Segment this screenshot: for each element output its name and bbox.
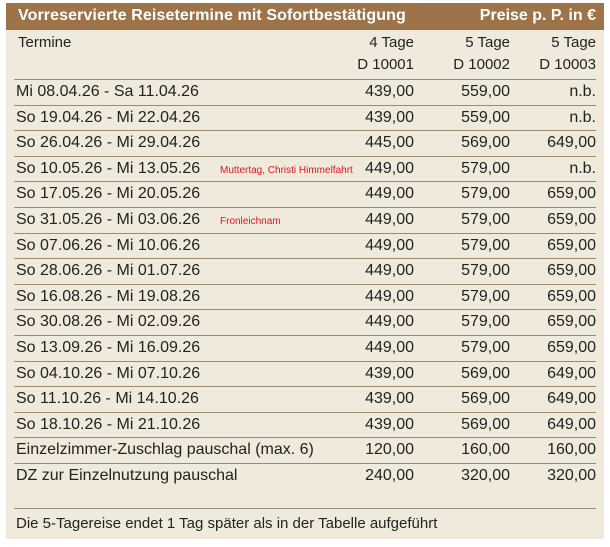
price-5-tage-d10003: 320,00 (547, 467, 596, 484)
price-5-tage-d10003: 659,00 (547, 236, 596, 254)
row-date: So 26.04.26 - Mi 29.04.26 (16, 134, 201, 152)
price-5-tage-d10002: 559,00 (461, 108, 510, 126)
price-4-tage-d10001: 449,00 (365, 287, 414, 305)
table-footer: Die 5-Tagereise endet 1 Tag später als i… (14, 508, 596, 537)
header-col1-code: D 10001 (357, 56, 414, 73)
price-5-tage-d10002: 579,00 (461, 339, 510, 356)
price-5-tage-d10003: 659,00 (547, 287, 596, 305)
row-date: So 16.08.26 - Mi 19.08.26 (16, 287, 201, 305)
price-5-tage-d10002: 569,00 (461, 390, 510, 408)
price-5-tage-d10002: 579,00 (461, 185, 510, 203)
price-note: Preise p. P. in € (479, 7, 596, 24)
row-date: So 19.04.26 - Mi 22.04.26 (16, 108, 201, 126)
header-col1-days: 4 Tage (369, 34, 414, 51)
price-4-tage-d10001: 439,00 (365, 108, 414, 126)
price-4-tage-d10001: 449,00 (365, 236, 414, 254)
price-5-tage-d10002: 579,00 (461, 236, 510, 254)
price-5-tage-d10003: 659,00 (547, 211, 596, 228)
table-row: So 17.05.26 - Mi 20.05.26 449,00 579,00 659… (14, 181, 596, 207)
row-note: Muttertag, Christi Himmelfahrt (220, 164, 353, 176)
header-col2-code: D 10002 (453, 56, 510, 73)
footer-note: Die 5-Tagereise endet 1 Tag später als i… (16, 515, 438, 532)
table-row: DZ zur Einzelnutzung pauschal 240,00 320,0… (14, 463, 596, 489)
row-date: DZ zur Einzelnutzung pauschal (16, 467, 238, 484)
table-row: So 04.10.26 - Mi 07.10.26 439,00 569,00 649… (14, 360, 596, 387)
header-termine: Termine (18, 34, 72, 51)
table-row: So 26.04.26 - Mi 29.04.26 445,00 569,00 649… (14, 130, 596, 156)
price-5-tage-d10002: 569,00 (461, 364, 510, 382)
table-row: So 28.06.26 - Mi 01.07.26 449,00 579,00 659… (14, 258, 596, 284)
table-row: Einzelzimmer-Zuschlag pauschal (max. 6) 1… (14, 437, 596, 463)
price-5-tage-d10002: 160,00 (461, 441, 510, 459)
header-col3-days: 5 Tage (551, 34, 596, 51)
price-5-tage-d10003: n.b. (569, 159, 596, 177)
row-date: So 30.08.26 - Mi 02.09.26 (16, 313, 201, 331)
row-date: So 10.05.26 - Mi 13.05.26 (16, 159, 201, 177)
table-row: So 16.08.26 - Mi 19.08.26 449,00 579,00 659… (14, 283, 596, 310)
row-date: Einzelzimmer-Zuschlag pauschal (max. 6) (16, 441, 314, 459)
price-5-tage-d10002: 579,00 (461, 159, 510, 177)
price-4-tage-d10001: 439,00 (365, 390, 414, 408)
header-col3-code: D 10003 (539, 56, 596, 73)
table-row: So 30.08.26 - Mi 02.09.26 449,00 579,00 659… (14, 309, 596, 335)
price-4-tage-d10001: 449,00 (365, 185, 414, 203)
price-4-tage-d10001: 449,00 (365, 339, 414, 356)
row-date: So 11.10.26 - Mi 14.10.26 (16, 390, 199, 408)
row-note: Fronleichnam (220, 216, 281, 227)
table-row: So 18.10.26 - Mi 21.10.26 439,00 569,00 649… (14, 411, 596, 438)
price-4-tage-d10001: 240,00 (365, 467, 414, 484)
price-5-tage-d10003: 659,00 (547, 185, 596, 203)
price-4-tage-d10001: 439,00 (365, 415, 414, 433)
table-title: Vorreservierte Reisetermine mit Sofortbe… (18, 7, 406, 24)
price-4-tage-d10001: 449,00 (365, 211, 414, 228)
table-row: So 13.09.26 - Mi 16.09.26 449,00 579,00 659… (14, 335, 596, 361)
price-5-tage-d10003: 649,00 (547, 390, 596, 408)
price-5-tage-d10002: 579,00 (461, 211, 510, 228)
price-5-tage-d10002: 559,00 (461, 83, 510, 100)
price-5-tage-d10003: 649,00 (547, 364, 596, 382)
price-5-tage-d10003: 649,00 (547, 134, 596, 152)
price-4-tage-d10001: 445,00 (365, 134, 414, 152)
price-5-tage-d10002: 569,00 (461, 415, 510, 433)
row-date: So 17.05.26 - Mi 20.05.26 (16, 185, 201, 203)
row-date: So 04.10.26 - Mi 07.10.26 (16, 364, 201, 382)
price-4-tage-d10001: 439,00 (365, 364, 414, 382)
header-col2-days: 5 Tage (465, 34, 510, 51)
price-5-tage-d10003: 649,00 (547, 415, 596, 433)
table-row: So 10.05.26 - Mi 13.05.26 Muttertag, Chri… (14, 155, 596, 182)
table-row: So 11.10.26 - Mi 14.10.26 439,00 569,00 649… (14, 386, 596, 412)
price-5-tage-d10002: 569,00 (461, 134, 510, 152)
price-5-tage-d10002: 579,00 (461, 262, 510, 280)
price-4-tage-d10001: 449,00 (365, 159, 414, 177)
price-4-tage-d10001: 449,00 (365, 262, 414, 280)
price-5-tage-d10003: n.b. (569, 108, 596, 126)
table-row: So 31.05.26 - Mi 03.06.26 Fronleichnam 449… (14, 207, 596, 233)
table-row: So 19.04.26 - Mi 22.04.26 439,00 559,00 n.b… (14, 104, 596, 131)
price-5-tage-d10002: 320,00 (461, 467, 510, 484)
price-5-tage-d10003: 659,00 (547, 313, 596, 331)
table-row: So 07.06.26 - Mi 10.06.26 449,00 579,00 659… (14, 232, 596, 259)
table-row: Mi 08.04.26 - Sa 11.04.26 439,00 559,00 n.b… (14, 79, 596, 105)
row-date: So 18.10.26 - Mi 21.10.26 (16, 415, 201, 433)
price-5-tage-d10003: 659,00 (547, 339, 596, 356)
row-date: So 28.06.26 - Mi 01.07.26 (16, 262, 201, 280)
price-5-tage-d10002: 579,00 (461, 313, 510, 331)
price-4-tage-d10001: 439,00 (365, 83, 414, 100)
price-4-tage-d10001: 449,00 (365, 313, 414, 331)
row-date: So 07.06.26 - Mi 10.06.26 (16, 236, 201, 254)
price-5-tage-d10003: 160,00 (547, 441, 596, 459)
price-5-tage-d10003: n.b. (569, 83, 596, 100)
price-5-tage-d10002: 579,00 (461, 287, 510, 305)
price-4-tage-d10001: 120,00 (365, 441, 414, 459)
row-date: So 31.05.26 - Mi 03.06.26 (16, 211, 201, 228)
title-bar: Vorreservierte Reisetermine mit Sofortbe… (6, 3, 604, 30)
row-date: Mi 08.04.26 - Sa 11.04.26 (16, 83, 199, 100)
row-date: So 13.09.26 - Mi 16.09.26 (16, 339, 201, 356)
price-table: Vorreservierte Reisetermine mit Sofortbe… (6, 3, 604, 539)
price-5-tage-d10003: 659,00 (547, 262, 596, 280)
